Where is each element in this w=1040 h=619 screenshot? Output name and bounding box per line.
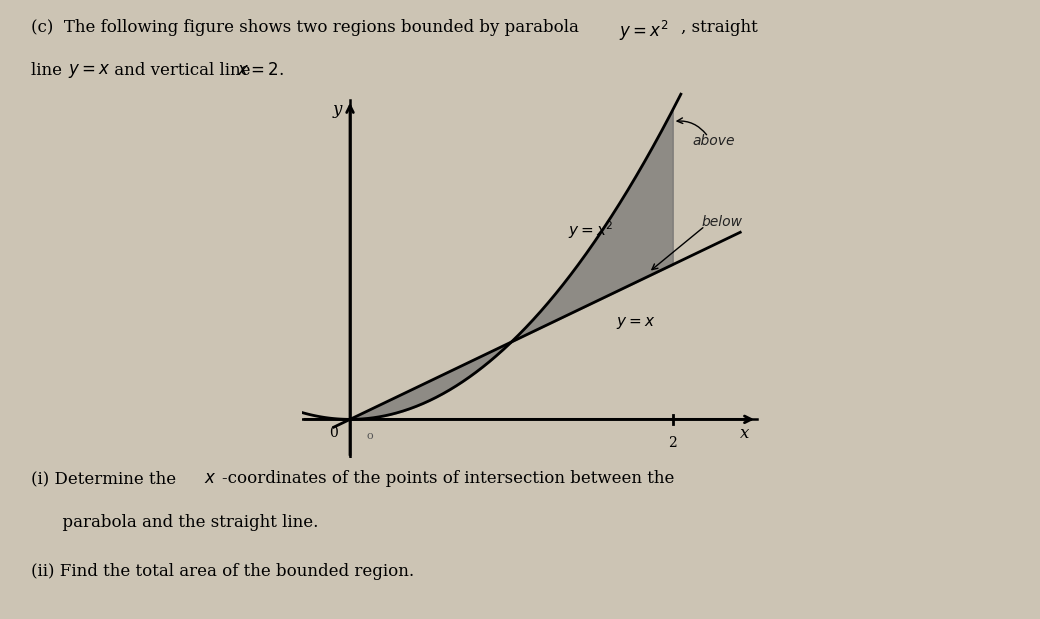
- Text: parabola and the straight line.: parabola and the straight line.: [31, 514, 318, 530]
- Text: (ii) Find the total area of the bounded region.: (ii) Find the total area of the bounded …: [31, 563, 414, 580]
- Text: and vertical line: and vertical line: [109, 62, 256, 79]
- Text: $y = x$: $y = x$: [68, 62, 110, 80]
- Text: $y = x^2$: $y = x^2$: [619, 19, 669, 43]
- Text: , straight: , straight: [681, 19, 758, 35]
- Text: -coordinates of the points of intersection between the: -coordinates of the points of intersecti…: [222, 470, 674, 487]
- Text: x: x: [739, 425, 749, 442]
- Text: $x = 2$: $x = 2$: [237, 62, 279, 79]
- Text: $y = x^2$: $y = x^2$: [568, 219, 614, 241]
- Text: line: line: [31, 62, 68, 79]
- Text: (i) Determine the: (i) Determine the: [31, 470, 182, 487]
- Text: above: above: [693, 134, 734, 148]
- Text: o: o: [366, 431, 372, 441]
- Text: below: below: [702, 215, 743, 229]
- Text: $y = x$: $y = x$: [617, 314, 655, 331]
- Text: 2: 2: [669, 436, 677, 451]
- Text: y: y: [333, 102, 342, 118]
- Text: .: .: [279, 62, 284, 79]
- Text: 0: 0: [330, 426, 338, 440]
- Text: (c)  The following figure shows two regions bounded by parabola: (c) The following figure shows two regio…: [31, 19, 584, 35]
- Text: $x$: $x$: [204, 470, 216, 487]
